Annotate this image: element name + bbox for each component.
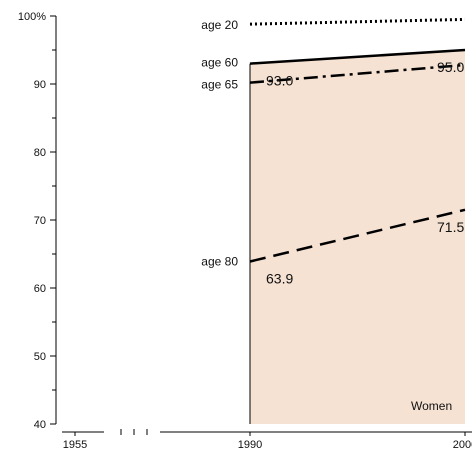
data-label: 93.0: [266, 73, 293, 89]
series-name-label: age 65: [201, 78, 238, 92]
x-tick-label: 1990: [238, 439, 262, 451]
data-label: 63.9: [266, 270, 293, 286]
series-line-age-60: [249, 48, 466, 65]
x-tick-label: 1955: [63, 439, 87, 451]
y-tick-label: 50: [34, 351, 46, 363]
y-tick-label: 60: [34, 283, 46, 295]
y-tick-label: 100%: [18, 11, 46, 23]
y-tick-label: 80: [34, 147, 46, 159]
series-line-age-20: [249, 17, 466, 26]
series-name-label: age 60: [201, 56, 238, 70]
series-name-label: age 20: [201, 18, 238, 32]
x-tick-label: 2000: [453, 439, 472, 451]
data-label: 71.5: [437, 219, 464, 235]
y-tick-label: 70: [34, 215, 46, 227]
series-line-age-65: [249, 63, 466, 84]
series-line-age-80: [249, 208, 466, 263]
series-name-label: age 80: [201, 254, 238, 268]
data-label: 95.0: [437, 59, 464, 75]
shaded-region: [250, 50, 465, 424]
panel-label: Women: [411, 399, 452, 413]
y-tick-label: 40: [34, 419, 46, 431]
y-tick-label: 90: [34, 79, 46, 91]
